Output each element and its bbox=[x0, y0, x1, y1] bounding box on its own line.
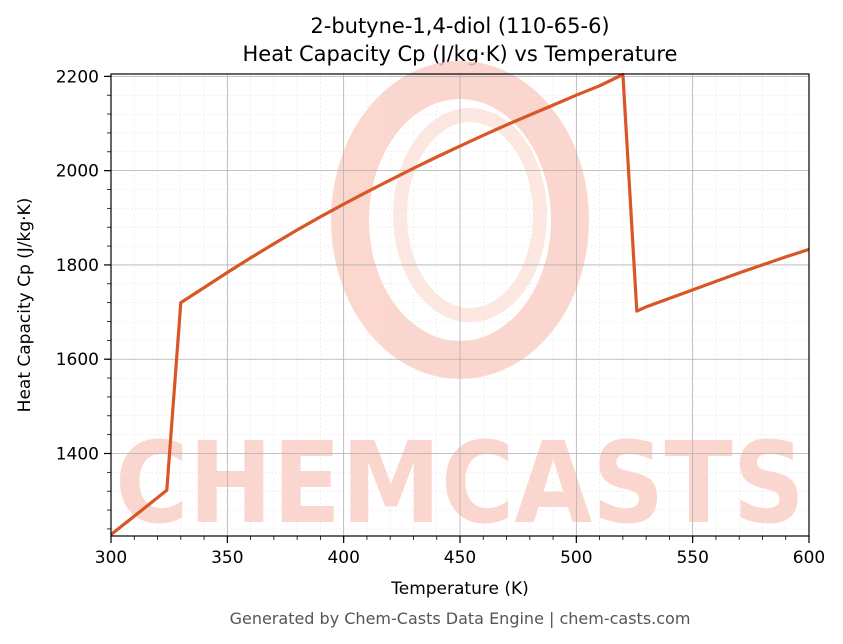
y-tick-label: 1800 bbox=[56, 256, 99, 276]
x-tick-label: 350 bbox=[211, 548, 243, 568]
y-tick-label: 2200 bbox=[56, 67, 99, 87]
y-tick-label: 2000 bbox=[56, 162, 99, 182]
x-axis-ticks: 300 350 400 450 500 550 600 bbox=[95, 536, 825, 568]
x-tick-label: 300 bbox=[95, 548, 127, 568]
y-axis-label: Heat Capacity Cp (J/kg·K) bbox=[15, 198, 35, 413]
x-tick-label: 400 bbox=[327, 548, 359, 568]
x-tick-label: 450 bbox=[444, 548, 476, 568]
x-tick-label: 500 bbox=[560, 548, 592, 568]
footer-credit: Generated by Chem-Casts Data Engine | ch… bbox=[230, 609, 691, 628]
y-axis-ticks: 1400 1600 1800 2000 2200 bbox=[56, 67, 111, 530]
watermark-logo-swirl-inner bbox=[393, 108, 547, 322]
x-tick-label: 600 bbox=[793, 548, 825, 568]
y-tick-label: 1600 bbox=[56, 350, 99, 370]
y-tick-label: 1400 bbox=[56, 445, 99, 465]
chart-title-line1: 2-butyne-1,4-diol (110-65-6) bbox=[310, 14, 609, 38]
x-axis-label: Temperature (K) bbox=[390, 579, 529, 599]
x-tick-label: 550 bbox=[676, 548, 708, 568]
series-line-heat-capacity bbox=[110, 72, 810, 536]
